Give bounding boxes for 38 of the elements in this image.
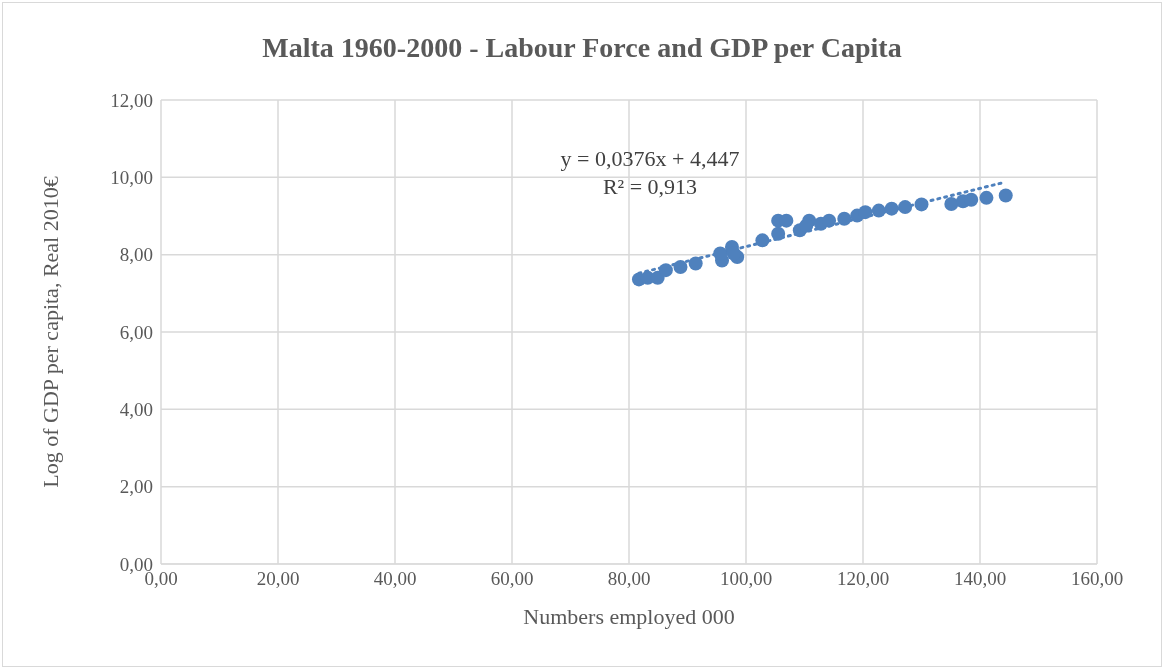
point <box>837 211 852 226</box>
y-tick-label: 8,00 <box>119 244 153 266</box>
point <box>858 205 873 220</box>
y-tick-label: 12,00 <box>110 89 153 111</box>
y-tick-label: 4,00 <box>119 399 153 421</box>
chart-title: Malta 1960-2000 - Labour Force and GDP per Capita <box>261 32 903 64</box>
y-tick-label: 10,00 <box>110 167 153 189</box>
point <box>771 226 786 241</box>
point <box>884 201 899 216</box>
annotation: y = 0,0376x + 4,447 <box>559 146 741 172</box>
x-axis-title: Numbers employed 000 <box>523 604 735 629</box>
point <box>658 263 673 278</box>
y-tick-label: 2,00 <box>119 476 153 498</box>
x-tick-label: 160,00 <box>1070 568 1124 590</box>
point <box>979 190 994 205</box>
point <box>799 218 814 233</box>
point <box>998 188 1013 203</box>
point <box>755 233 770 248</box>
point <box>713 246 728 261</box>
point <box>914 197 929 212</box>
point <box>898 200 913 215</box>
x-tick-label: 120,00 <box>836 568 890 590</box>
point <box>871 203 886 218</box>
point <box>964 192 979 207</box>
x-tick-label: 40,00 <box>373 568 417 590</box>
x-tick-label: 80,00 <box>607 568 651 590</box>
x-tick-label: 20,00 <box>256 568 300 590</box>
point <box>673 260 688 275</box>
annotation: R² = 0,913 <box>601 174 699 200</box>
x-tick-label: 60,00 <box>490 568 534 590</box>
y-tick-label: 6,00 <box>119 321 153 343</box>
x-tick-label: 100,00 <box>719 568 773 590</box>
y-axis-title: Log of GDP per capita, Real 2010€ <box>37 176 63 488</box>
point <box>822 213 837 228</box>
point <box>726 246 741 261</box>
point <box>688 256 703 271</box>
point <box>944 197 959 212</box>
x-tick-label: 140,00 <box>953 568 1007 590</box>
